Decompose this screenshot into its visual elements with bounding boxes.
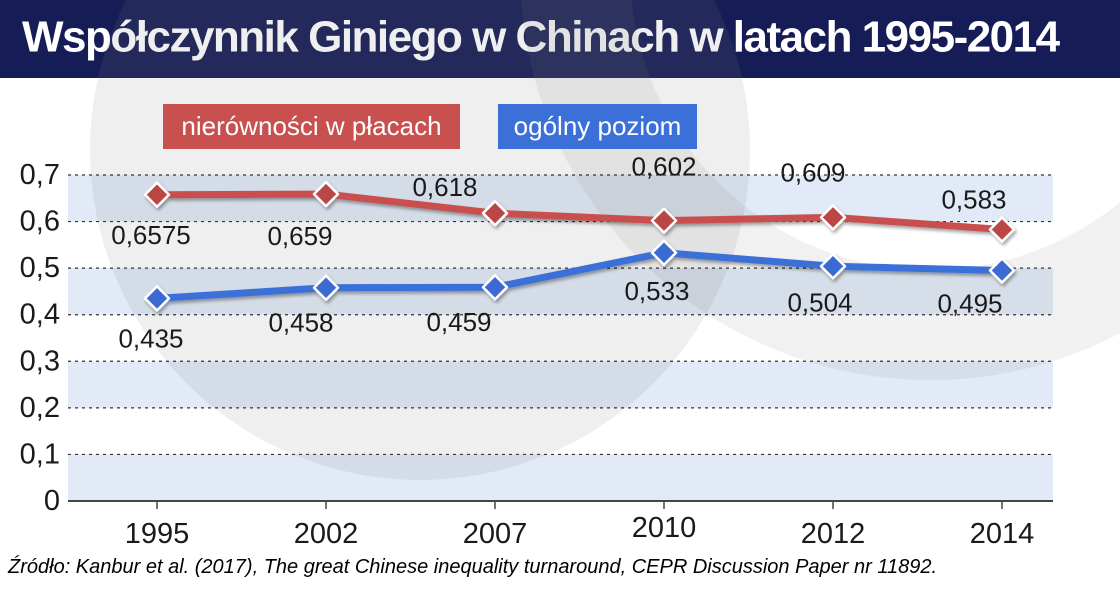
series-wage-inequality [143,180,1016,243]
title-bar: Współczynnik Giniego w Chinach w latach … [0,0,1120,78]
y-axis-label: 0,3 [20,345,60,377]
series-line [153,190,1006,233]
x-axis-label: 1995 [125,518,190,550]
legend-item-overall-level: ogólny poziom [498,104,697,149]
data-point-marker [650,207,678,234]
x-axis-labels: 1995 2002 2007 2010 2012 2014 [125,512,1035,550]
data-point-label: 0,435 [118,323,183,353]
data-point-marker [312,180,340,208]
source-note: Źródło: Kanbur et al. (2017), The great … [8,556,938,578]
data-point-label: 0,504 [787,287,852,317]
data-point-label: 0,583 [941,184,1006,214]
data-point-label: 0,533 [624,276,689,306]
x-axis-label: 2014 [970,518,1035,550]
plot-band [68,175,1053,222]
data-point-marker [650,239,678,267]
data-point-marker [988,216,1016,243]
y-axis-labels: 0 0,1 0,2 0,3 0,4 0,5 0,6 0,7 [20,159,60,517]
data-point-label: 0,458 [268,308,333,338]
data-point-marker [988,257,1016,284]
series-overall-level [143,239,1016,312]
data-point-label: 0,459 [426,307,491,337]
plot-band [68,361,1053,408]
series-value-labels: 0,435 0,458 0,459 0,533 0,504 0,495 [118,276,1002,354]
plot-band [68,454,1053,501]
x-axis-label: 2007 [463,518,528,550]
series-value-labels: 0,6575 0,659 0,618 0,602 0,609 0,583 [111,152,1006,251]
y-axis-label: 0,6 [20,206,60,238]
y-axis-label: 0 [44,485,60,517]
data-point-label: 0,609 [780,157,845,187]
page-title: Współczynnik Giniego w Chinach w latach … [22,12,1060,62]
data-point-label: 0,495 [937,288,1002,318]
data-point-marker [312,274,340,301]
legend-item-wage-inequality: nierówności w płacach [163,104,460,149]
y-axis-label: 0,7 [20,159,60,191]
x-axis-label: 2002 [294,518,359,550]
data-point-marker [143,181,171,209]
y-axis-label: 0,4 [20,299,60,331]
y-axis-label: 0,5 [20,252,60,284]
data-point-marker [819,253,847,280]
data-point-label: 0,6575 [111,220,191,250]
plot-band [68,268,1053,315]
y-axis-label: 0,1 [20,438,60,470]
plot-bands [68,175,1053,501]
data-point-label: 0,618 [412,172,477,202]
data-point-label: 0,659 [267,221,332,251]
data-point-label: 0,602 [631,152,696,182]
x-axis-ticks [156,501,1003,509]
data-point-marker [481,273,509,301]
legend-label-wage-inequality: nierówności w płacach [181,111,442,141]
legend-label-overall-level: ogólny poziom [513,111,682,141]
data-point-marker [143,285,171,312]
y-axis-label: 0,2 [20,392,60,424]
x-axis-label: 2012 [801,518,866,550]
series-line [153,249,1006,302]
x-axis-label: 2010 [632,512,697,544]
data-point-marker [481,199,509,227]
data-point-marker [819,204,847,231]
gridlines [68,174,1053,456]
